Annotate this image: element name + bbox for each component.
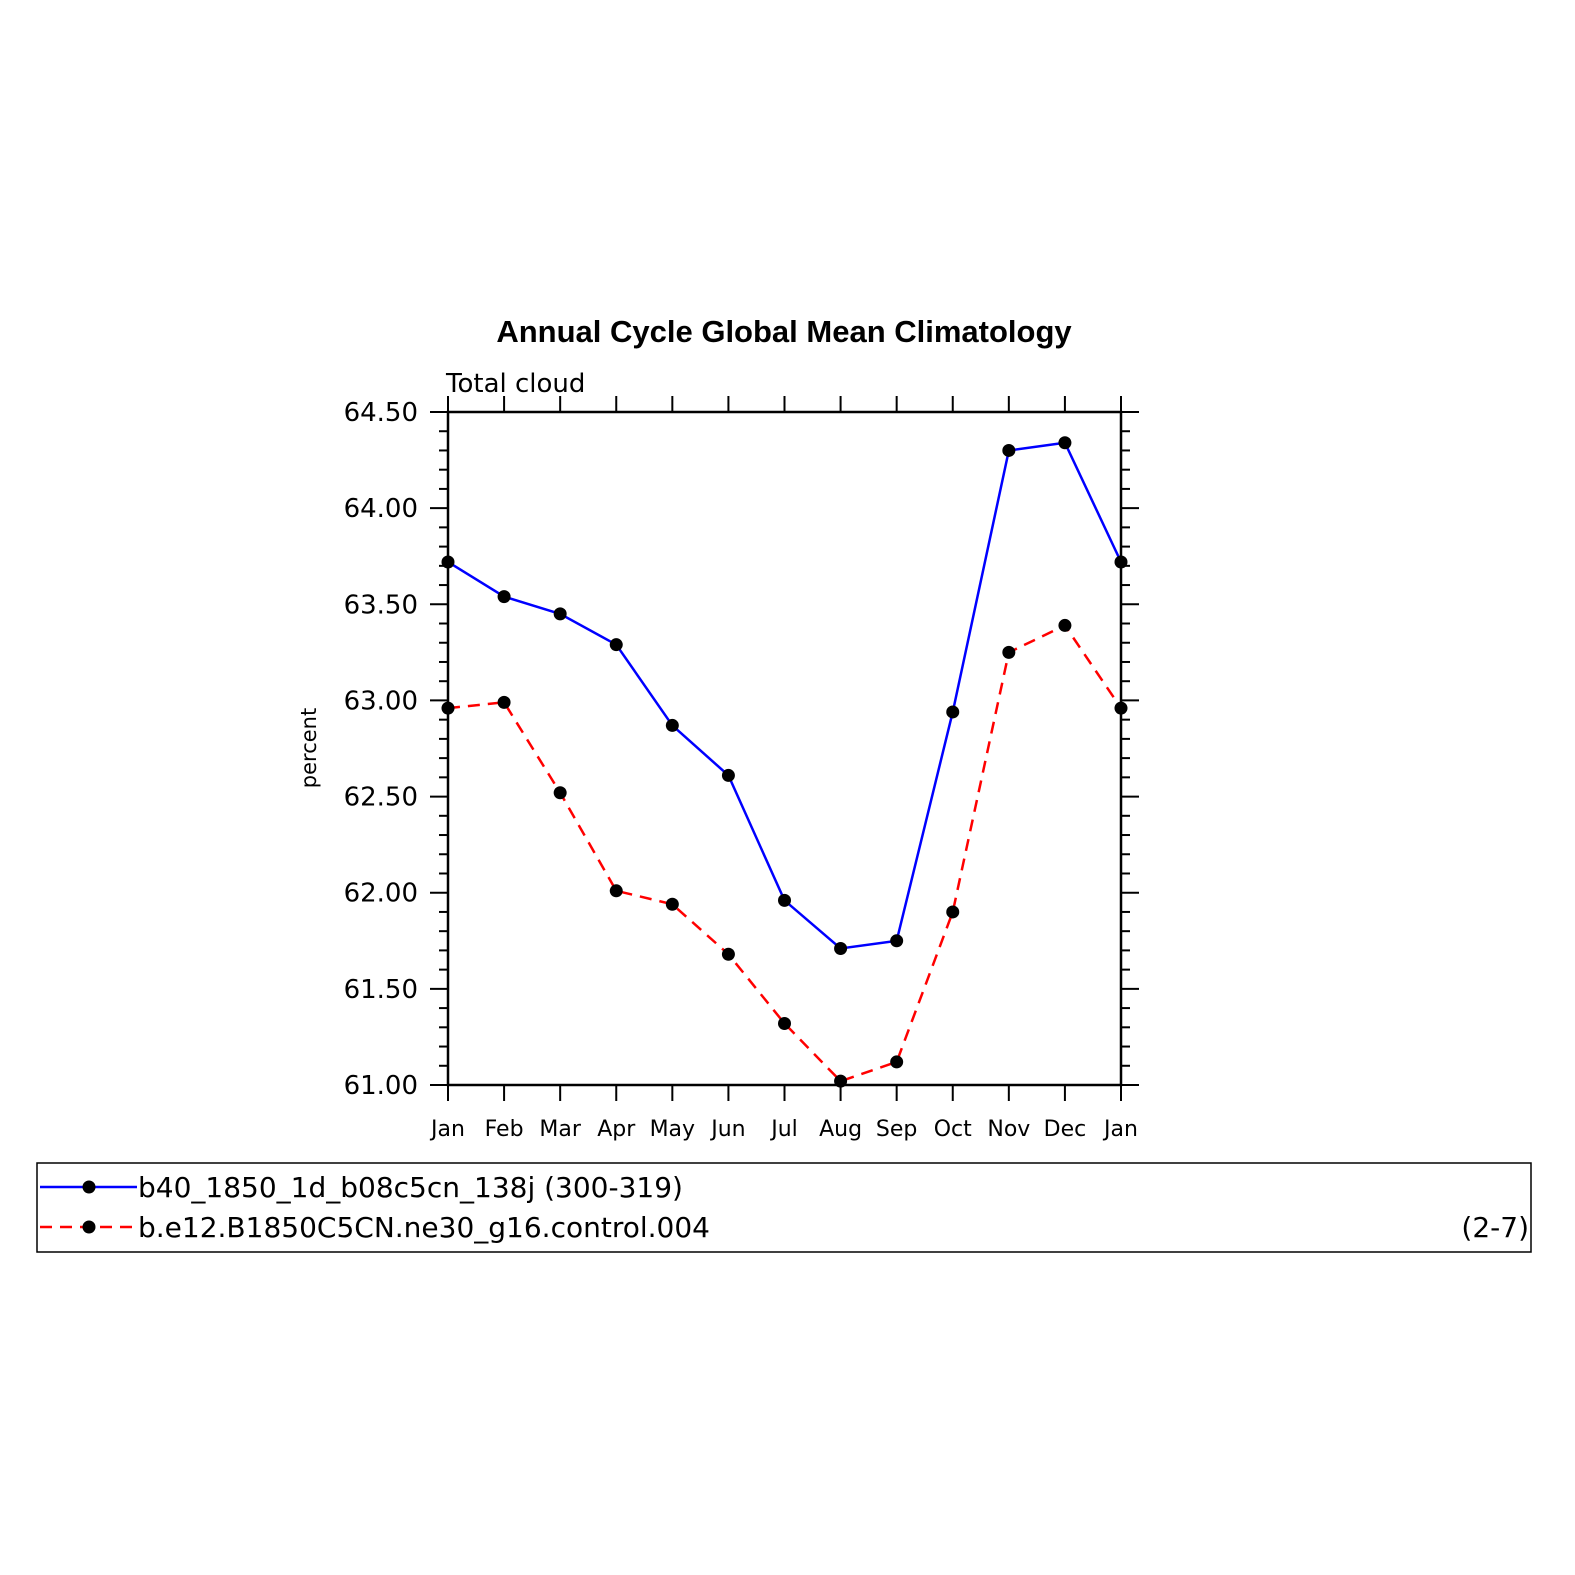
y-tick-label: 61.50 — [344, 975, 418, 1005]
legend-items: b40_1850_1d_b08c5cn_138j (300-319) b.e12.… — [40, 1171, 710, 1244]
x-tick-label: Feb — [485, 1117, 524, 1142]
series-2-point — [609, 884, 623, 898]
y-tick-label: 61.00 — [344, 1071, 418, 1101]
x-tick-label: Sep — [876, 1117, 917, 1142]
series-2-point — [553, 786, 567, 800]
series-1-point — [497, 590, 511, 604]
legend: b40_1850_1d_b08c5cn_138j (300-319) b.e12.… — [36, 1162, 1532, 1253]
x-tick-label: Jul — [769, 1117, 798, 1142]
series-1-point — [441, 555, 455, 569]
legend-label-2: b.e12.B1850C5CN.ne30_g16.control.004 — [138, 1211, 710, 1244]
plot-axes: 61.00 61.50 62.00 62.50 63.00 63.50 64.00 64.50… — [344, 396, 1139, 1142]
series-1-point — [946, 705, 960, 719]
x-tick-label: Oct — [934, 1117, 972, 1142]
series-2-point — [1114, 701, 1128, 715]
series-2-point — [441, 701, 455, 715]
x-tick-label: Jan — [1102, 1117, 1138, 1142]
series-2-point — [497, 695, 511, 709]
series-1-point — [1002, 443, 1016, 457]
x-tick-label: May — [650, 1117, 695, 1142]
chart-title: Annual Cycle Global Mean Climatology — [496, 314, 1072, 349]
legend-label-1: b40_1850_1d_b08c5cn_138j (300-319) — [138, 1171, 683, 1204]
series-2-point — [834, 1074, 848, 1088]
series-1-point — [1058, 436, 1072, 450]
x-tick-label: Jun — [709, 1117, 745, 1142]
y-tick-label: 62.00 — [344, 879, 418, 909]
series-2-point — [721, 947, 735, 961]
legend-marker-1 — [82, 1180, 96, 1194]
series-1-point — [890, 934, 904, 948]
series-2-point — [665, 897, 679, 911]
legend-box — [36, 1162, 1532, 1253]
y-tick-label: 63.00 — [344, 686, 418, 716]
series-2-point — [778, 1016, 791, 1030]
x-tick-label: Aug — [819, 1117, 862, 1142]
x-tick-label: Mar — [539, 1117, 581, 1142]
y-tick-label: 64.50 — [344, 398, 418, 428]
legend-marker-2 — [82, 1220, 96, 1234]
series-2-point — [1002, 645, 1016, 659]
x-tick-label: Dec — [1044, 1117, 1087, 1142]
series-1-point — [1114, 555, 1128, 569]
series-2-point — [1058, 618, 1072, 632]
series-line-2 — [447, 623, 1123, 1083]
series-1-point — [834, 941, 848, 955]
series-layer — [441, 436, 1128, 1088]
y-axis-label: percent — [297, 708, 321, 788]
x-tick-label: Apr — [597, 1117, 636, 1142]
series-2-point — [890, 1055, 904, 1069]
y-tick-label: 64.00 — [344, 494, 418, 524]
series-line-1 — [447, 441, 1123, 950]
series-1-point — [609, 638, 623, 652]
series-1-point — [665, 718, 679, 732]
plot-frame — [446, 410, 1123, 1087]
x-tick-label: Nov — [987, 1117, 1030, 1142]
series-1-point — [553, 607, 567, 621]
series-2-point — [946, 905, 960, 919]
y-tick-label: 63.50 — [344, 590, 418, 620]
series-1-point — [778, 893, 791, 907]
legend-annotation: (2-7) — [1461, 1211, 1529, 1244]
chart-subtitle: Total cloud — [445, 369, 585, 399]
x-tick-label: Jan — [429, 1117, 465, 1142]
series-1-point — [721, 768, 735, 782]
y-tick-label: 62.50 — [344, 783, 418, 813]
